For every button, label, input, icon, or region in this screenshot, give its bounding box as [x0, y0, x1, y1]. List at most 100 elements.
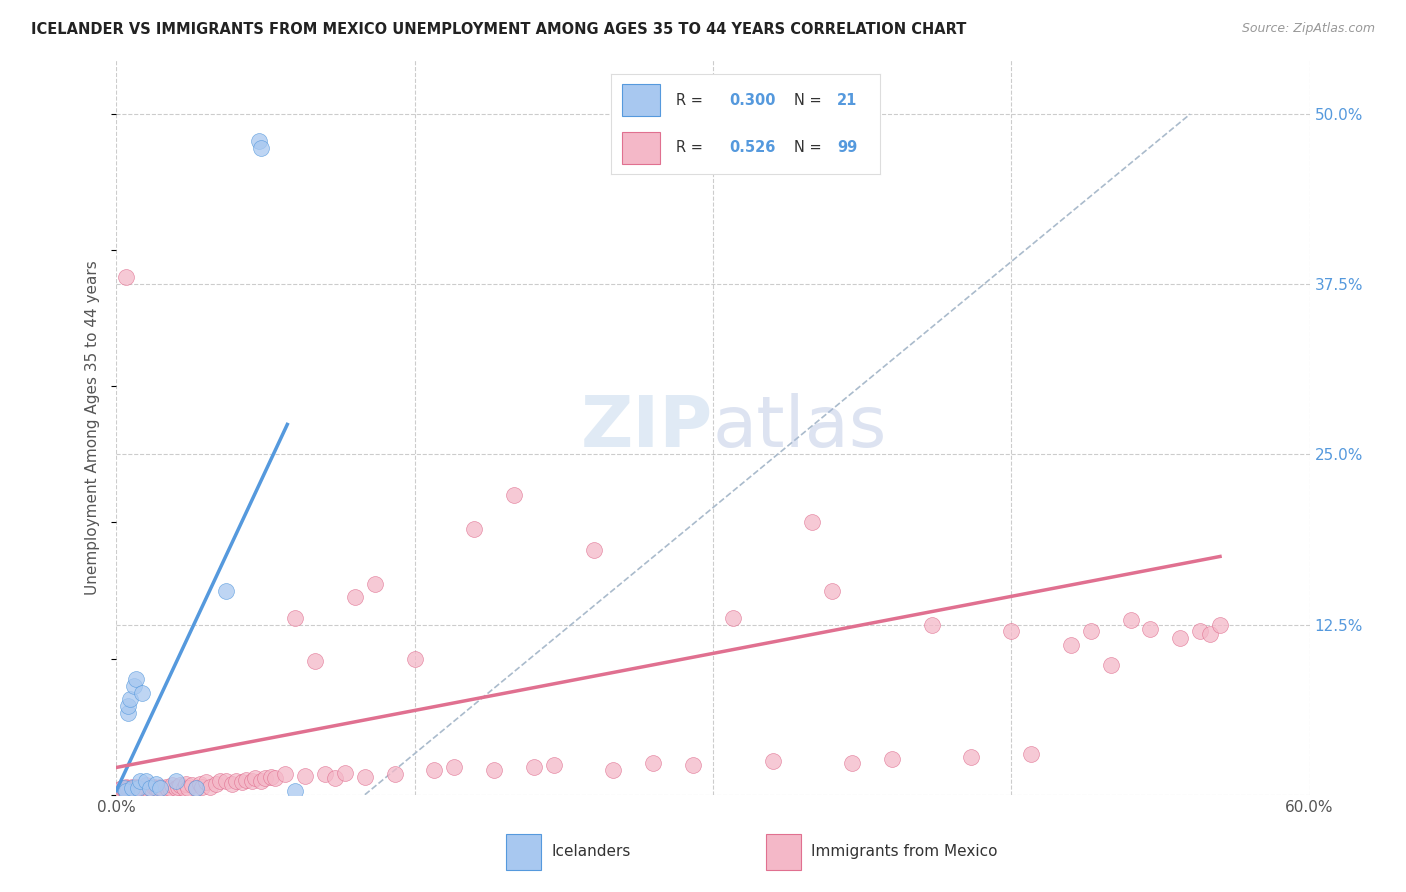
Point	[921, 617, 943, 632]
Point	[1199, 627, 1222, 641]
Point	[145, 777, 167, 791]
Point	[125, 783, 148, 797]
Point	[125, 672, 148, 686]
Point	[284, 783, 307, 797]
Point	[1000, 624, 1022, 639]
Point	[721, 611, 744, 625]
Point	[135, 774, 157, 789]
Point	[146, 782, 169, 797]
Point	[184, 780, 207, 795]
Point	[761, 754, 783, 768]
Point	[136, 782, 159, 797]
Point	[250, 141, 273, 155]
Point	[180, 778, 202, 792]
Point	[112, 782, 135, 797]
Point	[115, 270, 138, 285]
Point	[960, 749, 983, 764]
Point	[643, 756, 665, 771]
Point	[214, 774, 236, 789]
Point	[294, 769, 316, 783]
Point	[117, 780, 139, 795]
Point	[121, 780, 143, 794]
Point	[122, 782, 145, 797]
Point	[264, 772, 287, 786]
Point	[129, 774, 152, 789]
Point	[141, 782, 163, 797]
Point	[115, 783, 138, 797]
Text: Immigrants from Mexico: Immigrants from Mexico	[811, 845, 998, 859]
Point	[333, 766, 356, 780]
Point	[582, 542, 605, 557]
Text: Icelanders: Icelanders	[551, 845, 630, 859]
Point	[443, 760, 465, 774]
Point	[191, 780, 214, 794]
Point	[602, 763, 624, 777]
Point	[120, 692, 142, 706]
Point	[188, 777, 211, 791]
Point	[117, 782, 139, 797]
Point	[115, 783, 138, 797]
Point	[1099, 658, 1122, 673]
Point	[111, 780, 134, 795]
Point	[120, 782, 142, 797]
Point	[260, 770, 283, 784]
Point	[1060, 638, 1083, 652]
Y-axis label: Unemployment Among Ages 35 to 44 years: Unemployment Among Ages 35 to 44 years	[86, 260, 100, 595]
Point	[117, 706, 139, 720]
Point	[131, 782, 153, 797]
Point	[523, 760, 546, 774]
Point	[177, 780, 200, 795]
Point	[159, 780, 181, 795]
Point	[121, 780, 143, 795]
Text: Source: ZipAtlas.com: Source: ZipAtlas.com	[1241, 22, 1375, 36]
Point	[821, 583, 844, 598]
Text: ICELANDER VS IMMIGRANTS FROM MEXICO UNEMPLOYMENT AMONG AGES 35 TO 44 YEARS CORRE: ICELANDER VS IMMIGRANTS FROM MEXICO UNEM…	[31, 22, 966, 37]
Point	[1119, 614, 1142, 628]
Point	[143, 780, 166, 794]
Point	[110, 782, 132, 797]
Point	[1168, 631, 1191, 645]
Point	[125, 780, 148, 794]
Point	[364, 576, 387, 591]
Text: ZIP: ZIP	[581, 392, 713, 462]
Point	[463, 522, 485, 536]
Point	[135, 778, 157, 792]
Point	[139, 780, 162, 795]
Point	[145, 780, 167, 795]
Point	[131, 685, 153, 699]
Point	[384, 767, 406, 781]
Point	[198, 780, 221, 794]
Point	[354, 770, 377, 784]
Point	[149, 780, 172, 794]
Point	[314, 767, 336, 781]
Point	[127, 780, 149, 795]
Point	[169, 778, 191, 792]
Point	[204, 777, 226, 791]
Point	[174, 777, 197, 791]
Point	[343, 591, 366, 605]
Point	[221, 777, 243, 791]
Point	[214, 583, 236, 598]
Point	[139, 780, 162, 795]
Point	[117, 699, 139, 714]
Point	[231, 775, 253, 789]
Point	[173, 780, 195, 795]
Point	[184, 780, 207, 795]
Point	[1080, 624, 1102, 639]
Point	[543, 757, 565, 772]
Point	[1019, 747, 1042, 761]
Point	[482, 763, 505, 777]
Point	[194, 775, 217, 789]
Point	[165, 780, 187, 795]
Point	[155, 780, 177, 794]
Point	[129, 780, 152, 795]
Point	[323, 772, 346, 786]
Point	[125, 780, 148, 795]
Point	[135, 783, 157, 797]
Point	[1139, 622, 1161, 636]
Point	[150, 780, 173, 795]
Point	[225, 774, 247, 789]
Point	[149, 780, 172, 795]
Point	[1209, 617, 1232, 632]
Point	[404, 651, 426, 665]
